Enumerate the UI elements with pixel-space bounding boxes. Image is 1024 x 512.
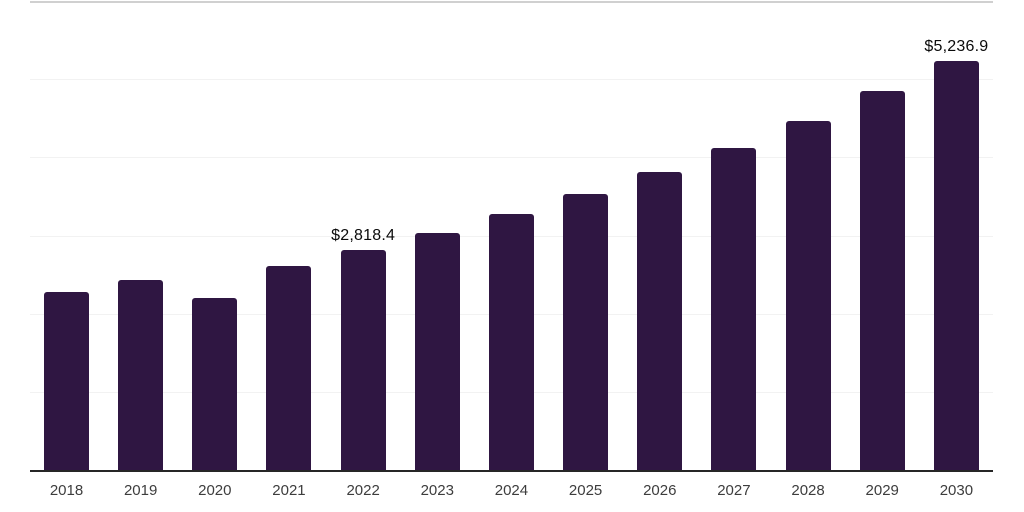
gridline-4000: [30, 157, 993, 159]
gridline-5000: [30, 79, 993, 81]
bar-2022: $2,818.4: [331, 227, 395, 470]
bar-column-2028: 2028: [785, 1, 831, 499]
bar-column-2025: 2025: [563, 1, 609, 499]
x-tick-label-2030: 2030: [939, 482, 974, 499]
bar-2029: [859, 91, 905, 470]
x-tick-label-2018: 2018: [49, 482, 84, 499]
data-label-2030: $5,236.9: [924, 37, 989, 55]
bar-column-2024: 2024: [488, 1, 534, 499]
x-tick-label-2022: 2022: [346, 482, 380, 499]
bar-2019: [118, 280, 164, 470]
x-tick-label-2020: 2020: [198, 482, 232, 499]
bar-2023: [414, 233, 460, 470]
bar-2021: [266, 266, 312, 470]
x-tick-label-2021: 2021: [272, 482, 306, 499]
x-tick-label-2027: 2027: [717, 482, 751, 499]
bar-2025: [563, 194, 609, 470]
bar-column-2030: $5,236.9 2030: [924, 1, 988, 499]
x-tick-label-2023: 2023: [420, 482, 454, 499]
bar-column-2029: 2029: [859, 1, 905, 499]
bar-2018: [44, 292, 89, 470]
bar-2024: [488, 214, 534, 470]
data-label-2022: $2,818.4: [331, 226, 396, 244]
bar-column-2027: 2027: [711, 1, 757, 499]
plot-area: 2018 2019 2020 2021 $2,818.4 2022 2023 2024 2025…: [30, 1, 993, 499]
bar-column-2023: 2023: [414, 1, 460, 499]
x-tick-label-2026: 2026: [643, 482, 677, 499]
bar-2027: [711, 148, 757, 470]
bar-2020: [192, 298, 238, 470]
bar-column-2022: $2,818.4 2022: [331, 1, 395, 499]
bar-column-2026: 2026: [637, 1, 683, 499]
bar-2026: [637, 172, 683, 470]
bar-2028: [785, 121, 831, 470]
bar-series: 2018 2019 2020 2021 $2,818.4 2022 2023 2024 2025…: [30, 1, 993, 499]
x-tick-label-2025: 2025: [568, 482, 603, 499]
bar-column-2021: 2021: [266, 1, 312, 499]
x-tick-label-2029: 2029: [865, 482, 899, 499]
x-tick-label-2024: 2024: [494, 482, 529, 499]
bar-column-2020: 2020: [192, 1, 238, 499]
x-axis-line: [30, 470, 993, 472]
plot-top-border: [30, 1, 993, 3]
bar-column-2019: 2019: [118, 1, 164, 499]
x-tick-label-2019: 2019: [123, 482, 158, 499]
bar-2030: $5,236.9: [924, 38, 988, 470]
x-tick-label-2028: 2028: [791, 482, 825, 499]
bar-column-2018: 2018: [44, 1, 89, 499]
